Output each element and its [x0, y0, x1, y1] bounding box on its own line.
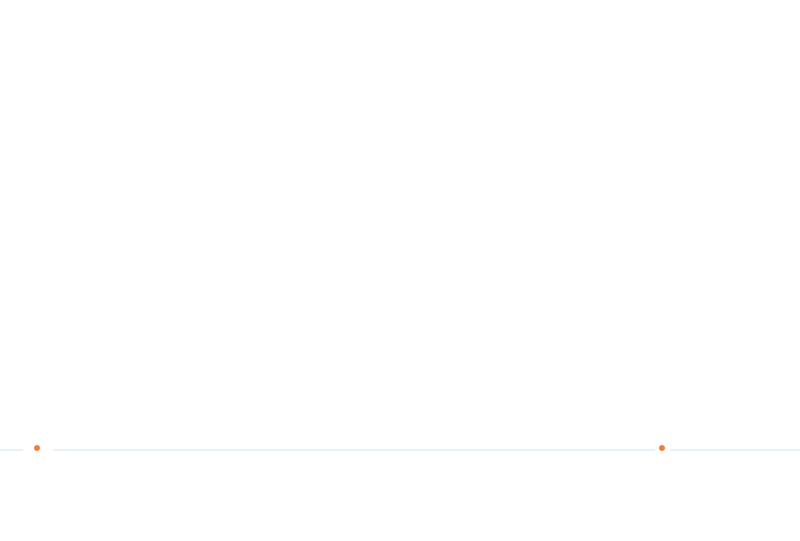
timeline-marker[interactable] [659, 445, 665, 451]
timeline-marker[interactable] [34, 445, 40, 451]
